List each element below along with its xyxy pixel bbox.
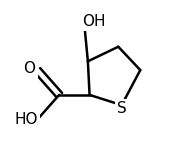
Text: HO: HO — [14, 112, 38, 127]
Text: O: O — [23, 61, 36, 76]
Text: OH: OH — [82, 14, 106, 29]
Text: S: S — [117, 101, 127, 116]
